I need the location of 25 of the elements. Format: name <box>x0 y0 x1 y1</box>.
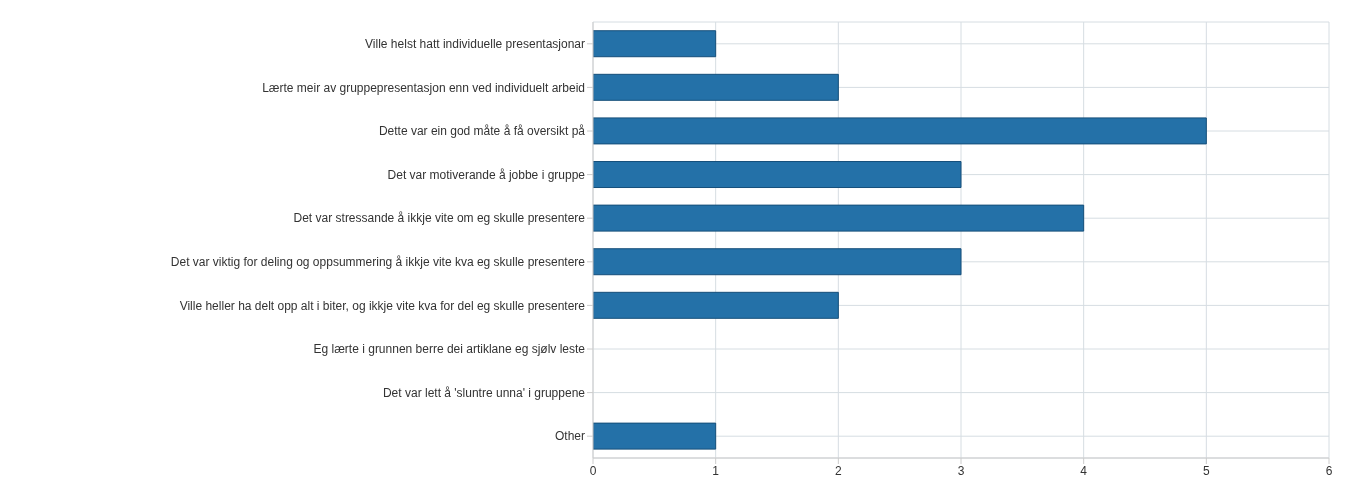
bar <box>593 30 717 58</box>
x-tick-label: 6 <box>1325 463 1333 478</box>
bar <box>593 248 962 276</box>
y-tick-label: Ville heller ha delt opp alt i biter, og ikkje vite kva for del eg skulle presentere <box>179 298 586 313</box>
y-tick-label: Other <box>554 429 585 444</box>
y-tick-label: Det var motiverande å jobbe i gruppe <box>387 167 586 182</box>
bar <box>593 161 962 189</box>
y-tick-label: Ville helst hatt individuelle presentasjonar <box>365 37 585 52</box>
x-tick-label: 3 <box>957 463 965 478</box>
bar <box>593 117 1207 145</box>
bar <box>593 204 1085 232</box>
x-tick-label: 5 <box>1202 463 1210 478</box>
x-tick-label: 2 <box>834 463 842 478</box>
y-tick-label: Det var lett å 'sluntre unna' i gruppene <box>382 385 586 400</box>
x-tick-label: 0 <box>589 463 597 478</box>
y-tick-label: Eg lærte i grunnen berre dei artiklane eg sjølv leste <box>313 342 586 357</box>
x-tick-label: 4 <box>1080 463 1088 478</box>
bar <box>593 422 717 450</box>
bar <box>593 291 839 319</box>
x-tick-label: 1 <box>712 463 720 478</box>
y-tick-label: Det var stressande å ikkje vite om eg skulle presentere <box>293 211 586 226</box>
y-tick-label: Dette var ein god måte å få oversikt på <box>378 124 586 139</box>
bar <box>593 73 839 101</box>
y-tick-label: Det var viktig for deling og oppsummering å ikkje vite kva eg skulle presentere <box>170 255 586 270</box>
y-tick-label: Lærte meir av gruppepresentasjon enn ved individuelt arbeid <box>262 80 585 95</box>
